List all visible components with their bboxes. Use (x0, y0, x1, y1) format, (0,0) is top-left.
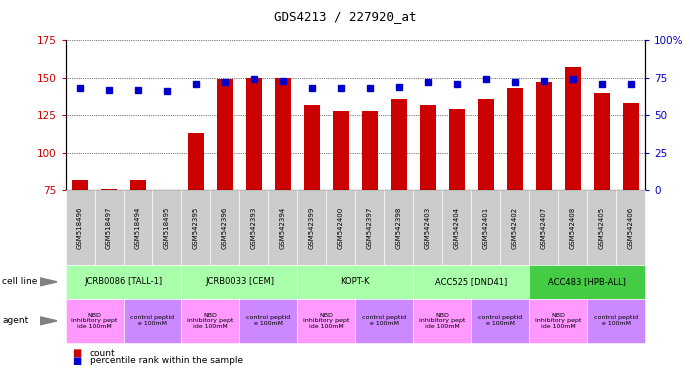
Bar (275, 78, 291, 190)
Text: GSM542403: GSM542403 (425, 206, 431, 249)
Text: control peptid
e 100mM: control peptid e 100mM (594, 315, 638, 326)
Text: count: count (90, 349, 115, 358)
Text: GSM518497: GSM518497 (106, 206, 112, 249)
Bar (304, 105, 320, 190)
Bar (593, 93, 610, 190)
Text: control peptid
e 100mM: control peptid e 100mM (478, 315, 522, 326)
Text: percentile rank within the sample: percentile rank within the sample (90, 356, 243, 366)
Text: NBD
inhibitory pept
ide 100mM: NBD inhibitory pept ide 100mM (419, 313, 466, 329)
Text: GSM542398: GSM542398 (396, 206, 402, 249)
Text: GSM542405: GSM542405 (599, 207, 604, 248)
Bar (130, 180, 146, 190)
Text: GSM518495: GSM518495 (164, 206, 170, 249)
Text: KOPT-K: KOPT-K (341, 277, 370, 286)
Text: GSM518494: GSM518494 (135, 206, 141, 249)
Text: GSM542396: GSM542396 (222, 206, 228, 249)
Bar (506, 88, 523, 190)
Text: ACC525 [DND41]: ACC525 [DND41] (435, 277, 507, 286)
Text: GDS4213 / 227920_at: GDS4213 / 227920_at (274, 10, 416, 23)
Bar (564, 67, 581, 190)
Text: ■: ■ (72, 356, 81, 366)
Text: GSM542401: GSM542401 (483, 206, 489, 249)
Text: agent: agent (2, 316, 28, 325)
Text: cell line: cell line (2, 277, 37, 286)
Polygon shape (40, 317, 57, 325)
Bar (101, 189, 117, 190)
Text: GSM542408: GSM542408 (570, 206, 575, 249)
Bar (420, 105, 436, 190)
Text: GSM542397: GSM542397 (367, 206, 373, 249)
Text: ■: ■ (72, 348, 81, 358)
Bar (188, 133, 204, 190)
Text: NBD
inhibitory pept
ide 100mM: NBD inhibitory pept ide 100mM (71, 313, 118, 329)
Polygon shape (40, 278, 57, 286)
Bar (333, 111, 349, 190)
Bar (477, 99, 494, 190)
Text: NBD
inhibitory pept
ide 100mM: NBD inhibitory pept ide 100mM (187, 313, 234, 329)
Text: control peptid
e 100mM: control peptid e 100mM (362, 315, 406, 326)
Text: NBD
inhibitory pept
ide 100mM: NBD inhibitory pept ide 100mM (303, 313, 350, 329)
Text: JCRB0033 [CEM]: JCRB0033 [CEM] (205, 277, 274, 286)
Text: GSM542406: GSM542406 (628, 206, 633, 249)
Text: GSM542407: GSM542407 (541, 206, 546, 249)
Bar (72, 180, 88, 190)
Bar (391, 99, 407, 190)
Text: GSM542399: GSM542399 (309, 206, 315, 249)
Bar (535, 82, 552, 190)
Text: ACC483 [HPB-ALL]: ACC483 [HPB-ALL] (549, 277, 626, 286)
Text: GSM542402: GSM542402 (512, 207, 518, 248)
Text: control peptid
e 100mM: control peptid e 100mM (130, 315, 175, 326)
Bar (246, 78, 262, 190)
Bar (362, 111, 378, 190)
Text: GSM518496: GSM518496 (77, 206, 83, 249)
Text: JCRB0086 [TALL-1]: JCRB0086 [TALL-1] (84, 277, 163, 286)
Text: GSM542394: GSM542394 (280, 206, 286, 249)
Bar (448, 109, 465, 190)
Bar (217, 79, 233, 190)
Bar (622, 103, 639, 190)
Text: GSM542395: GSM542395 (193, 206, 199, 249)
Text: GSM542400: GSM542400 (338, 206, 344, 249)
Text: control peptid
e 100mM: control peptid e 100mM (246, 315, 290, 326)
Text: GSM542404: GSM542404 (454, 207, 460, 248)
Text: GSM542393: GSM542393 (251, 206, 257, 249)
Text: NBD
inhibitory pept
ide 100mM: NBD inhibitory pept ide 100mM (535, 313, 582, 329)
